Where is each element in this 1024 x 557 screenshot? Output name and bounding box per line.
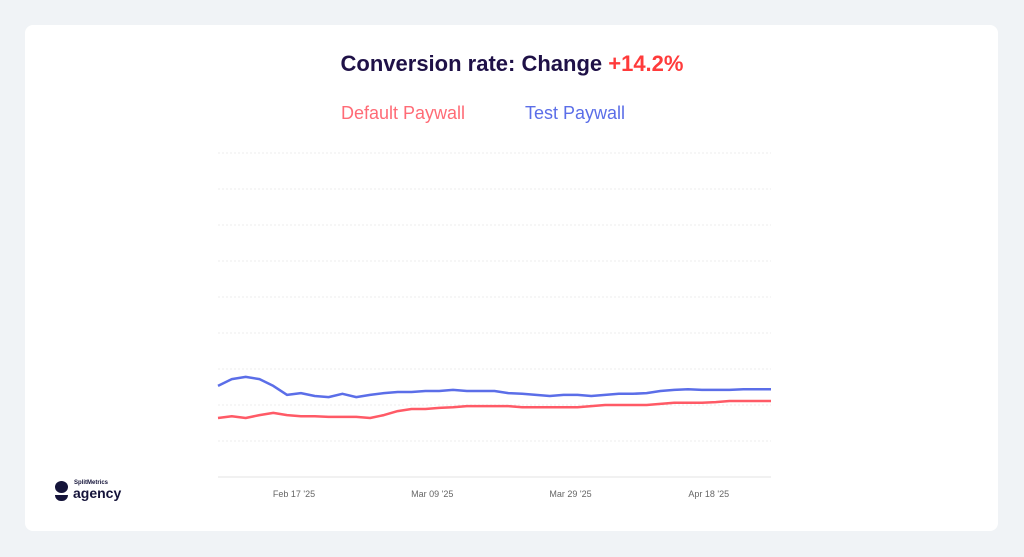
x-tick-label: Mar 09 '25 [411,489,453,499]
x-tick-label: Mar 29 '25 [549,489,591,499]
title-text: Conversion rate: Change [340,51,609,76]
change-value: +14.2% [608,51,684,76]
legend-test-paywall[interactable]: Test Paywall [525,103,626,123]
x-tick-label: Apr 18 '25 [688,489,729,499]
x-tick-label: Feb 17 '25 [273,489,315,499]
logo-head-icon [55,481,68,493]
logo-text-big: agency [73,485,122,501]
legend-default-paywall[interactable]: Default Paywall [341,103,466,123]
series-line-default-paywall [217,399,771,420]
splitmetrics-agency-logo: SplitMetrics agency [53,478,133,504]
logo-text-small: SplitMetrics [74,480,109,486]
series-line-test-paywall [217,375,771,399]
chart-title: Conversion rate: Change +14.2% [0,51,1024,77]
logo-body-icon [55,495,68,501]
chart-card [25,25,998,531]
